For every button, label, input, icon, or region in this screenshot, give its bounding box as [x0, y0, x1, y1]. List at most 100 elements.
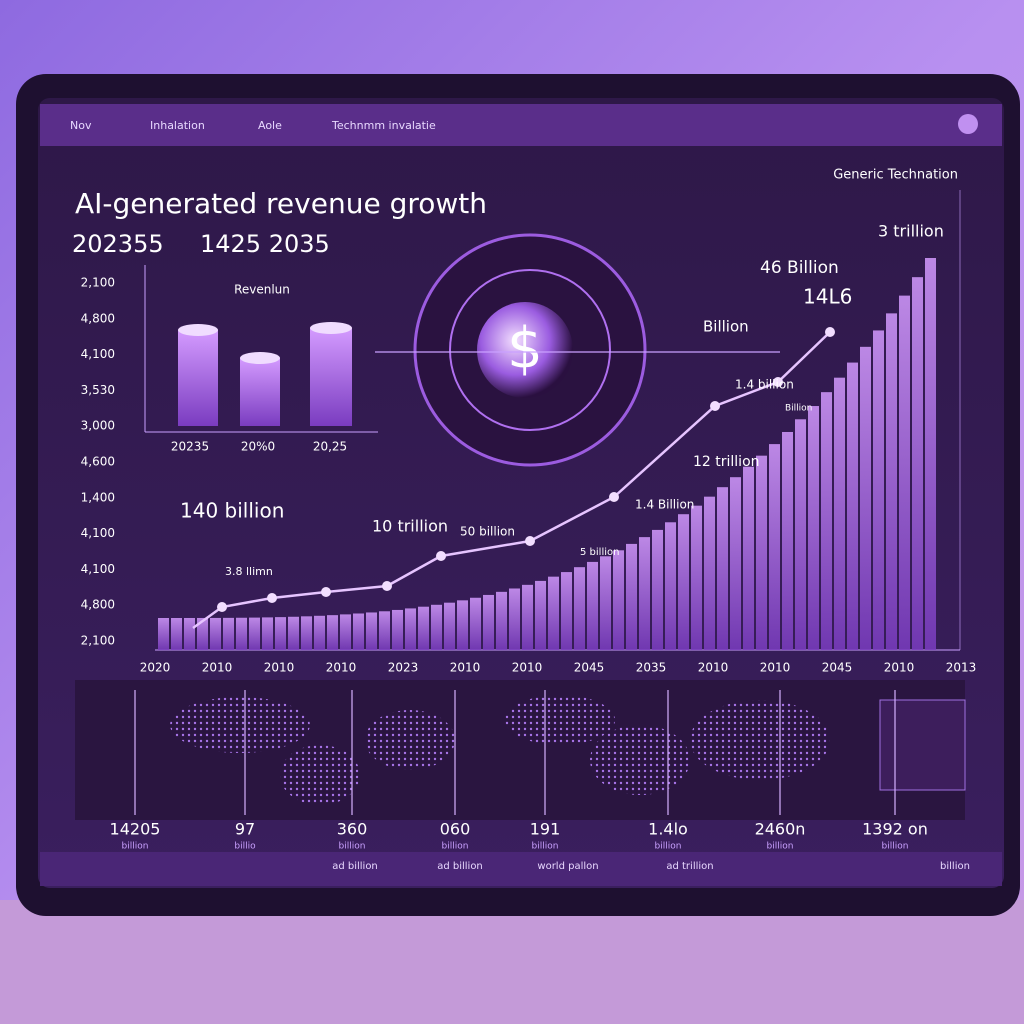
- y-label: 3,530: [81, 383, 115, 397]
- bar: [366, 612, 377, 650]
- bar: [171, 617, 182, 650]
- coin-top: [240, 352, 280, 364]
- x-label: 2010: [512, 661, 543, 675]
- nav-item[interactable]: Nov: [70, 119, 92, 132]
- bar: [431, 604, 442, 650]
- annotation: 46 Billion: [760, 258, 839, 278]
- map-value: 060: [440, 820, 471, 839]
- bar: [847, 362, 858, 650]
- coin-stack: [240, 358, 280, 426]
- bar: [561, 572, 572, 650]
- trend-point: [436, 551, 446, 561]
- map-sub: billion: [122, 842, 149, 852]
- bar: [899, 295, 910, 650]
- x-label: 2010: [450, 661, 481, 675]
- bar: [509, 588, 520, 650]
- bar: [314, 615, 325, 650]
- annotation: 1.4 Billion: [635, 498, 694, 512]
- nav-item[interactable]: Technmm invalatie: [331, 119, 436, 132]
- map-value: 14205: [110, 820, 161, 839]
- map-legend: [879, 699, 966, 791]
- bar: [210, 617, 221, 650]
- inset-label: Revenlun: [234, 283, 290, 297]
- y-label: 2,100: [81, 276, 115, 290]
- desk: [0, 900, 1024, 1024]
- y-label: 4,800: [81, 311, 115, 325]
- bar: [912, 277, 923, 650]
- bar: [808, 406, 819, 650]
- annotation: Billion: [785, 404, 812, 414]
- bar: [158, 618, 169, 650]
- x-label: 2010: [884, 661, 915, 675]
- bar: [795, 419, 806, 650]
- bar: [353, 613, 364, 650]
- annotation: 140 billion: [180, 499, 284, 523]
- map-sub: billion: [442, 842, 469, 852]
- bar: [691, 505, 702, 650]
- bar: [626, 543, 637, 650]
- y-label: 4,100: [81, 347, 115, 361]
- trend-point: [609, 492, 619, 502]
- continent: [690, 700, 830, 780]
- dollar-sign: $: [507, 316, 543, 381]
- inset-category: 20,25: [313, 440, 347, 454]
- continent: [505, 695, 615, 745]
- annotation: 50 billion: [460, 525, 515, 539]
- footer-item[interactable]: world pallon: [537, 861, 598, 872]
- nav-item[interactable]: Inhalation: [150, 119, 205, 132]
- bar: [457, 600, 468, 650]
- bar: [743, 466, 754, 650]
- bar: [860, 346, 871, 650]
- bar: [548, 576, 559, 650]
- annotation: 10 trillion: [372, 517, 448, 536]
- x-label: 2010: [760, 661, 791, 675]
- bar: [301, 616, 312, 650]
- map-sub: billion: [767, 842, 794, 852]
- subtitle: 202355: [72, 230, 164, 258]
- y-label: 3,000: [81, 419, 115, 433]
- footer-item[interactable]: billion: [940, 861, 970, 872]
- map-value: 1.4lo: [648, 820, 688, 839]
- coin-stack: [178, 330, 218, 426]
- bar: [327, 615, 338, 650]
- bar: [925, 258, 936, 650]
- annotation: 12 trillion: [693, 454, 760, 470]
- footer-item[interactable]: ad trillion: [666, 861, 713, 872]
- nav-item[interactable]: Aole: [258, 119, 282, 132]
- bar: [392, 609, 403, 650]
- map-sub: billion: [655, 842, 682, 852]
- bar: [873, 330, 884, 650]
- map-value: 2460n: [755, 820, 806, 839]
- footer-item[interactable]: ad billion: [332, 861, 378, 872]
- footer-item[interactable]: ad billion: [437, 861, 483, 872]
- bar: [288, 616, 299, 650]
- bar: [236, 617, 247, 650]
- bar: [704, 496, 715, 650]
- y-label: 2,100: [81, 634, 115, 648]
- map-value: 97: [235, 820, 255, 839]
- menu-button[interactable]: [958, 114, 978, 134]
- trend-point: [267, 593, 277, 603]
- bar: [340, 614, 351, 650]
- bar: [652, 529, 663, 650]
- map-sub: billion: [532, 842, 559, 852]
- bar: [834, 377, 845, 650]
- annotation: 3.8 llimn: [225, 565, 273, 578]
- continent: [365, 710, 455, 770]
- bar: [678, 514, 689, 650]
- trend-point: [825, 327, 835, 337]
- world-map: [170, 695, 830, 805]
- bar: [275, 617, 286, 650]
- y-label: 4,600: [81, 455, 115, 469]
- bar: [405, 608, 416, 650]
- bar: [197, 617, 208, 650]
- bar: [717, 487, 728, 650]
- trend-point: [321, 587, 331, 597]
- bar: [613, 550, 624, 650]
- coin-stack: [310, 328, 352, 426]
- x-label: 2045: [574, 661, 605, 675]
- trend-point: [217, 602, 227, 612]
- x-label: 2045: [822, 661, 853, 675]
- annotation: 1.4 billion: [735, 378, 794, 392]
